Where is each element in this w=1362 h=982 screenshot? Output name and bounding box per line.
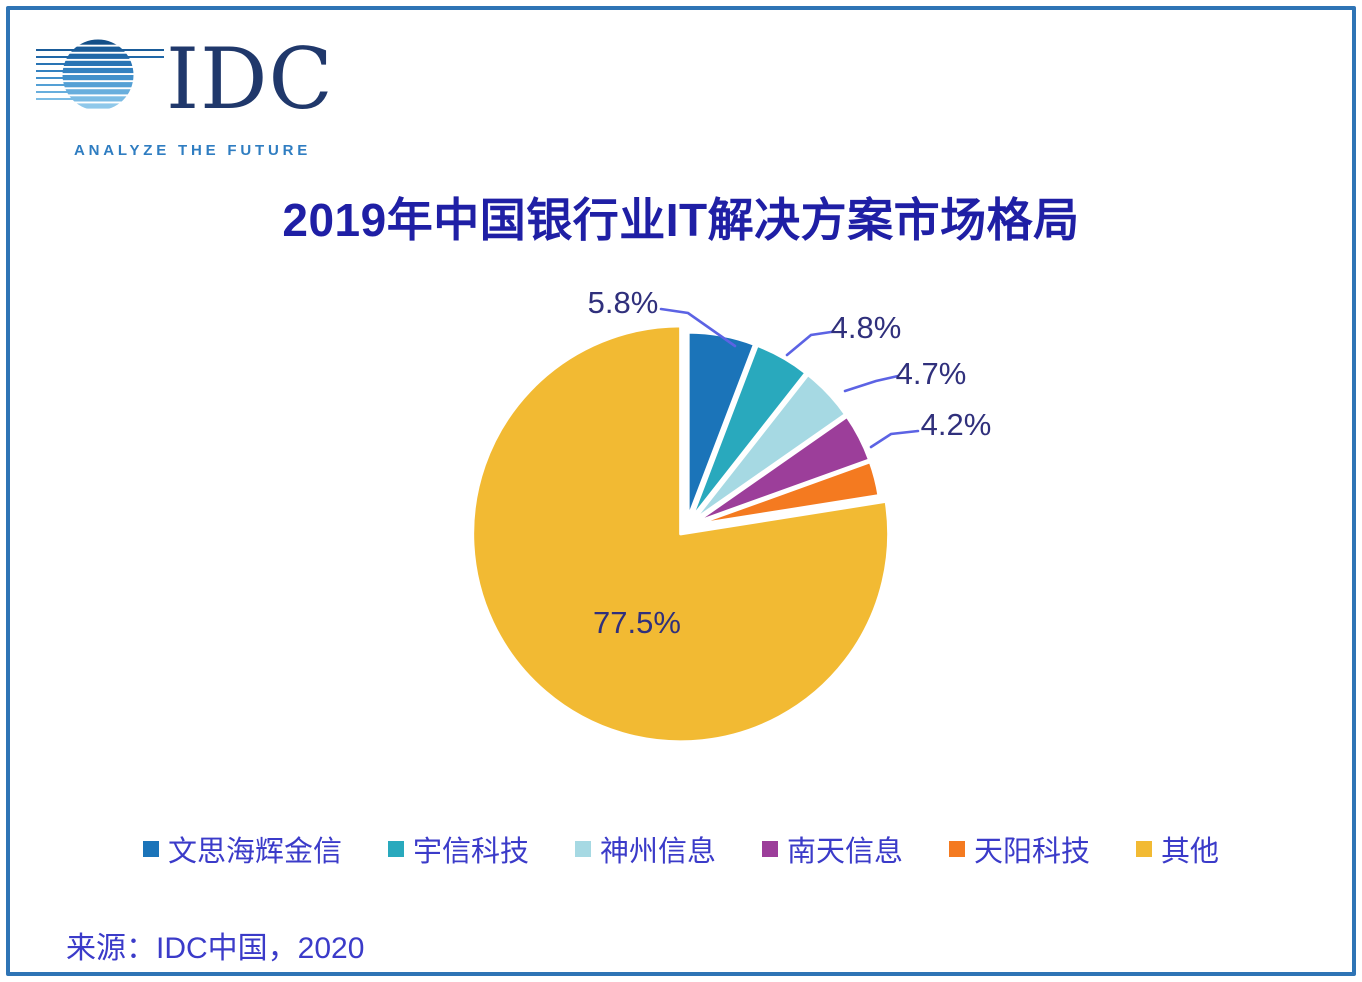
legend: 文思海辉金信 宇信科技 神州信息 南天信息 天阳科技 其他: [0, 828, 1362, 870]
source-note: 来源：IDC中国，2020: [66, 932, 365, 965]
pie-slice-2: [689, 343, 808, 521]
legend-item-3: 神州信息: [574, 828, 716, 870]
idc-globe-icon: IDC: [36, 30, 334, 128]
legend-item-2: 宇信科技: [387, 828, 529, 870]
idc-logo: IDC ANALYZE THE FUTURE: [36, 30, 356, 159]
legend-label: 宇信科技: [412, 836, 529, 868]
data-label-2: 4.8%: [831, 310, 902, 345]
logo-tagline: ANALYZE THE FUTURE: [74, 142, 312, 159]
data-label-6: 77.5%: [593, 605, 681, 640]
brand-text: IDC: [166, 30, 334, 128]
leader-line-1: [659, 307, 737, 348]
leader-line-3: [843, 374, 900, 393]
globe-stripes: [62, 39, 134, 109]
data-label-4: 4.2%: [921, 407, 992, 442]
data-label-1: 5.8%: [588, 285, 659, 320]
legend-swatch-icon: [387, 841, 404, 857]
pie-slice-4: [692, 414, 871, 525]
legend-label: 南天信息: [787, 836, 904, 868]
legend-swatch-icon: [1136, 841, 1153, 857]
legend-swatch-icon: [762, 841, 778, 857]
legend-item-4: 南天信息: [762, 828, 903, 870]
legend-item-5: 天阳科技: [949, 828, 1090, 870]
legend-label: 神州信息: [599, 836, 716, 868]
pie-slice-6: [471, 324, 891, 744]
data-label-3: 4.7%: [896, 356, 967, 391]
legend-label: 其他: [1161, 836, 1220, 868]
chart-title: 2019年中国银行业IT解决方案市场格局: [282, 194, 1080, 246]
legend-item-6: 其他: [1136, 828, 1219, 870]
legend-label: 天阳科技: [974, 836, 1091, 868]
legend-item-1: 文思海辉金信: [142, 828, 342, 870]
pie-slice-5: [693, 460, 881, 527]
legend-swatch-icon: [574, 841, 591, 857]
legend-swatch-icon: [142, 841, 159, 857]
pie-slice-3: [691, 373, 848, 523]
leader-line-2: [785, 330, 833, 357]
legend-label: 文思海辉金信: [167, 836, 342, 868]
legend-swatch-icon: [949, 841, 966, 857]
leader-line-4: [869, 429, 920, 449]
